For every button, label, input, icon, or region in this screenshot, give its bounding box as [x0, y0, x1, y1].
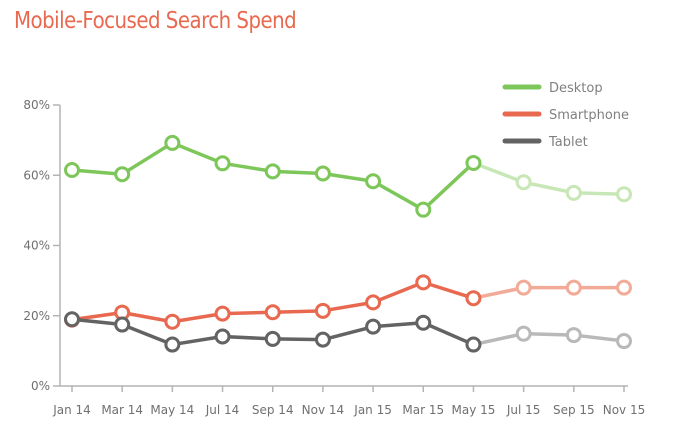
tablet-point [264, 330, 281, 347]
tablet-point [465, 336, 482, 353]
y-tick-label: 80% [23, 98, 50, 112]
desktop-point [365, 173, 382, 190]
x-tick-label: Jul 15 [506, 403, 541, 417]
smartphone-point [314, 302, 331, 319]
x-tick-label: Jan 14 [52, 403, 91, 417]
desktop-point [264, 163, 281, 180]
desktop-point [565, 184, 582, 201]
chart-axes: 0% 20% 40% 60% 80% Jan 14 Mar 14 May 14 Jul 14 Se… [23, 98, 645, 417]
tablet-point [565, 327, 582, 344]
tablet-projected-line [471, 331, 626, 347]
x-tick-label: May 15 [452, 403, 496, 417]
x-tick-label: Sep 15 [553, 403, 595, 417]
y-tick-label: 20% [23, 309, 50, 323]
desktop-point [616, 186, 632, 203]
smartphone-point [164, 313, 181, 330]
tablet-point [515, 325, 532, 342]
x-tick-label: Jan 15 [353, 403, 392, 417]
smartphone-point [565, 279, 582, 296]
legend-label-smartphone: Smartphone [549, 108, 629, 123]
x-tick-label: Mar 15 [402, 403, 444, 417]
desktop-projected-line [471, 161, 626, 196]
smartphone-point [415, 274, 432, 291]
smartphone-projected-line [471, 285, 626, 300]
tablet-point [64, 311, 80, 328]
x-tick-label: May 14 [150, 403, 194, 417]
desktop-point [465, 154, 482, 171]
tablet-point [616, 333, 632, 350]
chart-legend: Desktop Smartphone Tablet [502, 81, 629, 150]
desktop-point [515, 174, 532, 191]
y-tick-label: 40% [23, 239, 50, 253]
tablet-point [415, 314, 432, 331]
series-lines [70, 141, 626, 347]
legend-label-desktop: Desktop [549, 81, 603, 96]
series-points [64, 134, 632, 353]
smartphone-point [214, 305, 231, 322]
tablet-point [365, 318, 382, 335]
x-tick-label: Sep 14 [252, 403, 294, 417]
y-tick-label: 0% [31, 379, 50, 393]
tablet-point [114, 316, 131, 333]
desktop-point [114, 166, 131, 183]
tablet-point [314, 331, 331, 348]
tablet-point [214, 328, 231, 345]
desktop-point [164, 134, 181, 151]
smartphone-point [515, 279, 532, 296]
desktop-point [214, 155, 231, 172]
chart-title: Mobile-Focused Search Spend [14, 8, 297, 34]
y-tick-label: 60% [23, 168, 50, 182]
x-tick-label: Jul 14 [205, 403, 240, 417]
smartphone-point [365, 294, 382, 311]
smartphone-point [616, 279, 632, 296]
smartphone-point [264, 304, 281, 321]
smartphone-point [465, 290, 482, 307]
desktop-point [64, 161, 80, 178]
desktop-point [314, 165, 331, 182]
x-tick-label: Mar 14 [101, 403, 143, 417]
tablet-point [164, 336, 181, 353]
desktop-point [415, 201, 432, 218]
legend-label-tablet: Tablet [548, 135, 588, 150]
x-tick-label: Nov 15 [603, 403, 646, 417]
x-tick-label: Nov 14 [302, 403, 345, 417]
